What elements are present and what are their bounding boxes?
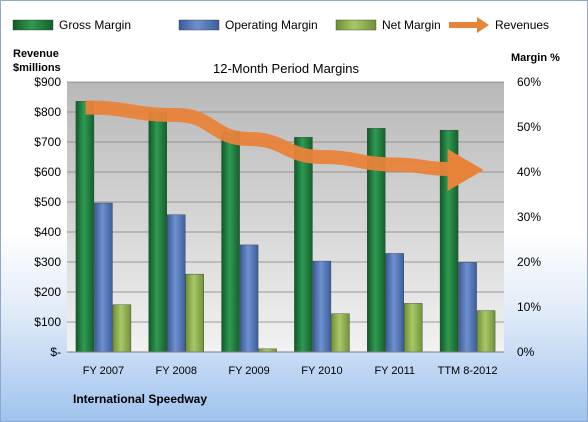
right-tick-label: 30% [517, 210, 541, 224]
bar-net-margin [331, 313, 350, 353]
bar-operating-margin [312, 260, 332, 353]
plot-area [67, 82, 504, 352]
right-tick-label: 50% [517, 120, 541, 134]
left-tick-label: $800 [34, 105, 61, 119]
bar-net-margin [476, 310, 496, 353]
bar-gross-margin [294, 137, 313, 353]
bar-net-margin [112, 304, 132, 353]
category-label: TTM 8-2012 [438, 365, 498, 377]
chart-title: 12-Month Period Margins [213, 61, 359, 76]
legend-label: Revenues [495, 18, 549, 32]
bar-operating-margin [167, 214, 186, 353]
right-tick-label: 60% [517, 75, 541, 89]
category-label: FY 2007 [83, 365, 124, 377]
bar-gross-margin [221, 131, 240, 353]
legend-swatch-net-margin [335, 19, 377, 31]
bar-operating-margin [94, 202, 113, 353]
left-tick-label: $200 [34, 285, 61, 299]
legend-label: Operating Margin [225, 18, 318, 32]
right-tick-label: 10% [517, 300, 541, 314]
footer-company: International Speedway [73, 392, 207, 406]
bar-net-margin [185, 273, 204, 353]
left-tick-label: $- [50, 345, 61, 359]
right-tick-label: 40% [517, 165, 541, 179]
bar-gross-margin [148, 111, 167, 353]
right-tick-label: 20% [517, 255, 541, 269]
legend-swatch-gross-margin [12, 19, 54, 31]
legend-arrow-revenues [477, 17, 489, 33]
left-tick-label: $100 [34, 315, 61, 329]
left-axis-label-line2: $millions [13, 62, 61, 74]
category-label: FY 2008 [156, 365, 197, 377]
legend-label: Net Margin [382, 18, 441, 32]
right-axis-label: Margin % [511, 52, 560, 64]
bar-operating-margin [239, 244, 259, 353]
bar-gross-margin [75, 101, 95, 353]
category-label: FY 2009 [228, 365, 269, 377]
bar-operating-margin [385, 253, 404, 353]
left-tick-label: $500 [34, 195, 61, 209]
left-tick-label: $400 [34, 225, 61, 239]
legend-swatch-operating-margin [178, 19, 220, 31]
bar-net-margin [404, 303, 423, 353]
revenues-line-arrowhead [447, 149, 484, 191]
category-label: FY 2010 [301, 365, 342, 377]
right-tick-label: 0% [517, 345, 535, 359]
left-tick-label: $300 [34, 255, 61, 269]
left-tick-label: $600 [34, 165, 61, 179]
left-tick-label: $700 [34, 135, 61, 149]
bar-operating-margin [458, 262, 477, 353]
category-label: FY 2011 [374, 365, 415, 377]
revenues-line [85, 100, 450, 176]
legend-label: Gross Margin [59, 18, 131, 32]
left-tick-label: $900 [34, 75, 61, 89]
left-axis-label-line1: Revenue [13, 48, 59, 60]
